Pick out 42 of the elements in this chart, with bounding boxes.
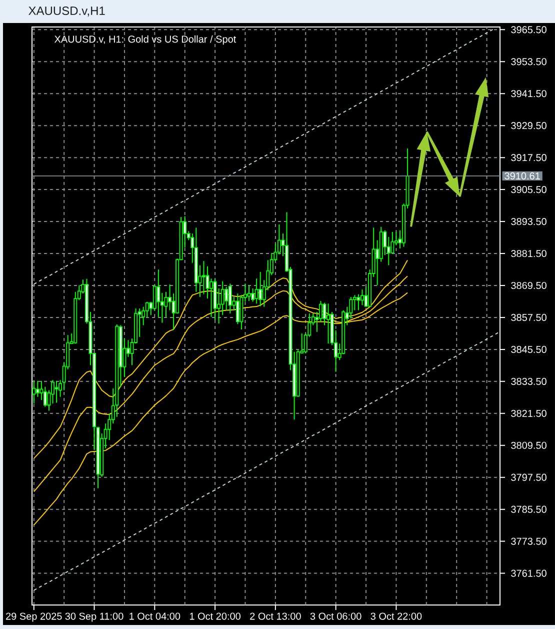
x-tick-label: 29 Sep 2025	[6, 612, 62, 622]
x-tick-label: 2 Oct 13:00	[250, 612, 301, 620]
y-tick-label: 3797.50	[511, 474, 546, 481]
candlestick	[258, 271, 262, 307]
y-tick-label: 3773.50	[511, 538, 546, 545]
y-tick-label: 3965.50	[511, 26, 546, 34]
y-tick-label: 3869.50	[511, 282, 546, 290]
candlestick	[254, 278, 258, 304]
x-tick-label: 30 Sep 11:00	[65, 612, 124, 622]
candlestick	[36, 380, 40, 398]
y-tick-label: 3905.50	[511, 186, 546, 194]
x-tick-label: 3 Oct 22:00	[370, 612, 422, 620]
y-tick-label: 3893.50	[511, 218, 546, 226]
y-tick-label: 3821.50	[511, 410, 546, 417]
candlestick	[326, 303, 330, 344]
y-tick-label: 3857.50	[511, 314, 546, 322]
y-tick-label: 3941.50	[511, 90, 546, 98]
candlestick	[236, 292, 240, 325]
y-tick-label: 3953.50	[511, 58, 546, 66]
candlestick	[210, 278, 214, 318]
y-tick-label: 3785.50	[511, 506, 546, 513]
y-tick-label: 3929.50	[511, 122, 546, 130]
candlestick	[54, 380, 58, 404]
ref-line-label: 3910.61	[504, 172, 540, 180]
candlestick	[32, 381, 36, 404]
y-tick-label: 3833.50	[511, 378, 546, 385]
y-tick-label: 3809.50	[511, 442, 546, 449]
text: XAUUSD.v, H1: Gold vs US Dollar / Spot	[54, 35, 236, 45]
candlestick	[202, 260, 206, 295]
y-tick-label: 3761.50	[511, 570, 546, 577]
candlestick	[247, 284, 251, 302]
y-tick-label: 3845.50	[511, 346, 546, 353]
candlestick	[206, 266, 210, 300]
y-tick-label: 3881.50	[511, 250, 546, 258]
y-tick-label: 3917.50	[511, 154, 546, 162]
x-tick-label: 3 Oct 06:00	[310, 612, 362, 620]
candlestick	[228, 283, 232, 314]
candlestick	[224, 286, 228, 311]
candlestick	[356, 294, 360, 311]
x-tick-label: 1 Oct 20:00	[190, 612, 240, 620]
chart-title: XAUUSD.v,H1	[28, 6, 105, 16]
x-tick-label: 1 Oct 04:00	[130, 612, 180, 620]
